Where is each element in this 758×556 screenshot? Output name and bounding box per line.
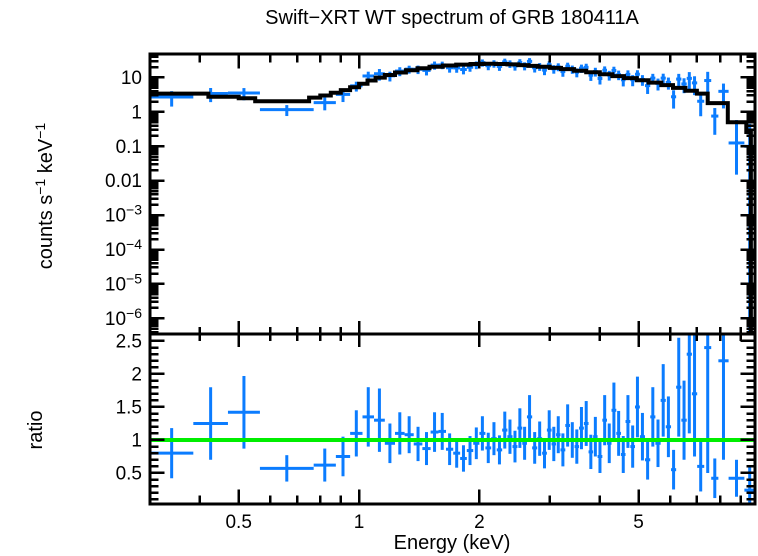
svg-text:10−6: 10−6 — [105, 305, 142, 330]
top-y-tick-labels: 10 1 0.1 0.01 10−3 10−4 10−5 10−6 — [105, 68, 142, 330]
svg-text:1.5: 1.5 — [116, 397, 142, 418]
plot-title: Swift−XRT WT spectrum of GRB 180411A — [265, 7, 639, 29]
bottom-y-tick-labels: 0.5 1 1.5 2 2.5 — [116, 331, 142, 484]
model-line — [151, 61, 753, 333]
svg-text:10−4: 10−4 — [105, 236, 142, 261]
svg-text:0.5: 0.5 — [225, 512, 251, 533]
x-axis-ticks — [198, 55, 742, 503]
ratio-data-points — [151, 335, 754, 503]
bottom-y-axis-ticks — [151, 339, 754, 501]
x-tick-labels: 0.5 1 2 5 — [225, 512, 643, 533]
svg-text:2: 2 — [131, 364, 142, 385]
svg-text:1: 1 — [354, 512, 365, 533]
svg-text:0.5: 0.5 — [116, 463, 142, 484]
svg-text:10: 10 — [121, 68, 142, 89]
svg-text:10−5: 10−5 — [105, 270, 142, 295]
svg-text:2.5: 2.5 — [116, 331, 142, 352]
bottom-y-axis-label: ratio — [25, 411, 47, 450]
svg-text:0.01: 0.01 — [105, 171, 142, 192]
svg-text:1: 1 — [131, 430, 142, 451]
svg-text:0.1: 0.1 — [116, 137, 142, 158]
bottom-panel-frame — [148, 332, 757, 506]
x-axis-label: Energy (keV) — [394, 532, 511, 554]
svg-text:5: 5 — [633, 512, 644, 533]
svg-text:1: 1 — [131, 102, 142, 123]
top-y-axis-ticks — [151, 55, 754, 334]
svg-text:2: 2 — [474, 512, 485, 533]
top-panel-frame — [148, 52, 757, 336]
top-y-axis-label: counts s−1 keV−1 — [32, 123, 57, 270]
svg-text:10−3: 10−3 — [105, 202, 142, 227]
